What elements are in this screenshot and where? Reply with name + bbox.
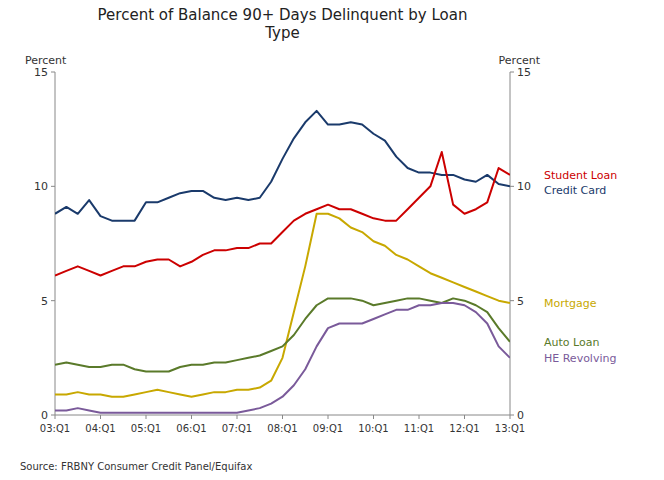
- x-tick: [146, 415, 147, 419]
- x-tick: [191, 415, 192, 419]
- x-tick-label: 08:Q1: [267, 423, 297, 434]
- y-tick: [51, 415, 55, 416]
- series-line: [55, 303, 510, 413]
- x-tick-label: 11:Q1: [404, 423, 434, 434]
- y-tick-label: 10: [34, 180, 48, 193]
- y-tick: [51, 300, 55, 301]
- x-tick-label: 06:Q1: [176, 423, 206, 434]
- series-line: [55, 111, 510, 221]
- y-tick-label: 0: [41, 409, 48, 422]
- source: Source: FRBNY Consumer Credit Panel/Equi…: [20, 461, 252, 472]
- x-tick-label: 09:Q1: [313, 423, 343, 434]
- title-line: Percent of Balance 90+ Days Delinquent b…: [98, 6, 468, 24]
- title: Percent of Balance 90+ Days Delinquent b…: [98, 6, 468, 42]
- y-tick-label: 15: [34, 66, 48, 79]
- y-tick: [51, 186, 55, 187]
- series-line: [55, 214, 510, 397]
- y2-tick-label: 5: [517, 295, 524, 308]
- y-tick: [51, 72, 55, 73]
- series-label: Auto Loan: [544, 336, 599, 349]
- series-line: [55, 298, 510, 371]
- y2-tick: [510, 186, 514, 187]
- x-tick: [373, 415, 374, 419]
- y-axis-line: [55, 72, 56, 415]
- x-tick: [464, 415, 465, 419]
- y2-tick-label: 10: [517, 180, 531, 193]
- y2-tick: [510, 415, 514, 416]
- x-tick-label: 13:Q1: [495, 423, 525, 434]
- title-line: Type: [264, 24, 299, 42]
- series-line: [55, 152, 510, 275]
- x-tick: [328, 415, 329, 419]
- series-label: HE Revolving: [544, 352, 616, 365]
- x-tick-label: 04:Q1: [85, 423, 115, 434]
- x-tick-label: 05:Q1: [131, 423, 161, 434]
- x-tick: [419, 415, 420, 419]
- series-label: Mortgage: [544, 297, 597, 310]
- series-label: Student Loan: [544, 169, 617, 182]
- x-tick-label: 07:Q1: [222, 423, 252, 434]
- series-label: Credit Card: [544, 184, 606, 197]
- plot-area: [55, 111, 510, 413]
- x-tick-label: 12:Q1: [449, 423, 479, 434]
- x-tick: [282, 415, 283, 419]
- x-tick: [55, 415, 56, 419]
- x-tick: [510, 415, 511, 419]
- y2-tick-label: 15: [517, 66, 531, 79]
- chart: Percent of Balance 90+ Days Delinquent b…: [0, 0, 664, 480]
- x-tick: [100, 415, 101, 419]
- x-tick: [237, 415, 238, 419]
- y2-tick: [510, 300, 514, 301]
- x-tick-label: 10:Q1: [358, 423, 388, 434]
- x-tick-label: 03:Q1: [40, 423, 70, 434]
- y2-tick-label: 0: [517, 409, 524, 422]
- y2-axis-line: [510, 72, 511, 415]
- y2-tick: [510, 72, 514, 73]
- y-tick-label: 5: [41, 295, 48, 308]
